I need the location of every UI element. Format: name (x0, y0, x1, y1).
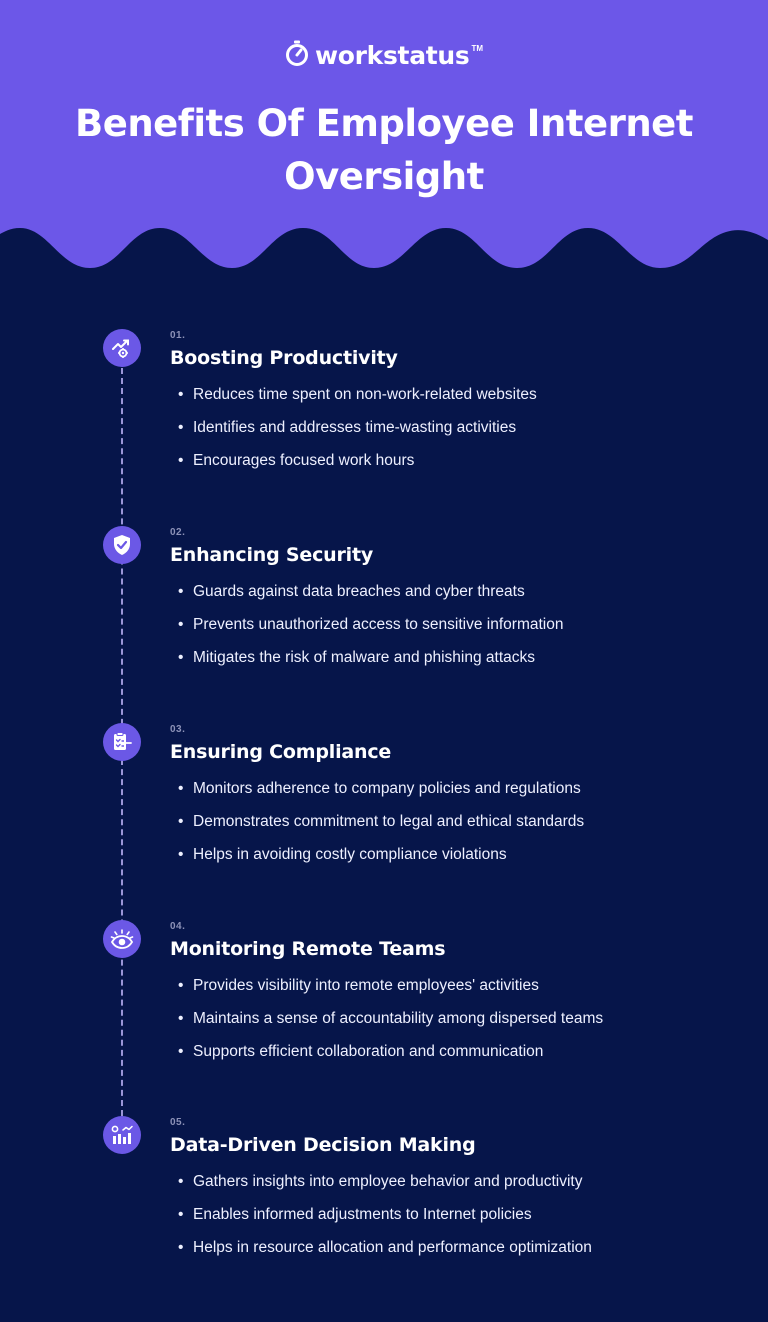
list-item: • Helps in avoiding costly compliance vio… (178, 846, 507, 863)
bullet-text: Provides visibility into remote employee… (193, 977, 539, 994)
shield-check-icon (103, 526, 141, 564)
list-item: • Gathers insights into employee behavior… (178, 1173, 583, 1190)
bullet-text: Identifies and addresses time-wasting ac… (193, 419, 517, 436)
analytics-chart-icon (103, 1116, 141, 1154)
bullet-text: Gathers insights into employee behavior … (193, 1173, 583, 1190)
item-number: 04. (170, 921, 186, 932)
bullet-text: Demonstrates commitment to legal and eth… (193, 813, 585, 830)
bullet-text: Maintains a sense of accountability amon… (193, 1010, 604, 1027)
compliance-clipboard-icon (103, 723, 141, 761)
productivity-growth-icon (103, 329, 141, 367)
page-title: Benefits Of Employee Internet Oversight (0, 97, 768, 203)
list-item: • Reduces time spent on non-work-related … (178, 386, 537, 403)
list-item: • Guards against data breaches and cyber … (178, 583, 525, 600)
item-heading: Data-Driven Decision Making (170, 1134, 476, 1156)
bullet-text: Reduces time spent on non-work-related w… (193, 386, 537, 403)
bullet-list: • Provides visibility into remote employe… (178, 976, 603, 1075)
bullet-list: • Guards against data breaches and cyber … (178, 582, 563, 681)
list-item: • Mitigates the risk of malware and phish… (178, 649, 536, 666)
item-heading: Boosting Productivity (170, 347, 398, 369)
stopwatch-icon (285, 40, 309, 71)
bullet-text: Helps in avoiding costly compliance viol… (193, 846, 507, 863)
list-item: • Provides visibility into remote employe… (178, 977, 539, 994)
bullet-text: Helps in resource allocation and perform… (193, 1239, 592, 1256)
list-item: • Monitors adherence to company policies … (178, 780, 581, 797)
bullet-list: • Monitors adherence to company policies … (178, 779, 584, 878)
bullet-text: Mitigates the risk of malware and phishi… (193, 649, 536, 666)
item-number: 03. (170, 724, 186, 735)
workstatus-logo: workstatus TM (0, 40, 768, 71)
list-item: • Helps in resource allocation and perfor… (178, 1239, 592, 1256)
item-heading: Ensuring Compliance (170, 741, 392, 763)
item-heading: Monitoring Remote Teams (170, 938, 446, 960)
list-item: • Demonstrates commitment to legal and et… (178, 813, 585, 830)
list-item: • Encourages focused work hours (178, 452, 415, 469)
item-number: 02. (170, 527, 186, 538)
hero-header: workstatus TM Benefits Of Employee Inter… (0, 0, 768, 280)
hero-wave-background (0, 0, 768, 268)
bullet-text: Supports efficient collaboration and com… (193, 1043, 544, 1060)
trademark: TM (471, 44, 484, 53)
page-title-text: Benefits Of Employee Internet Oversight (75, 102, 693, 198)
bullet-text: Prevents unauthorized access to sensitiv… (193, 616, 564, 633)
list-item: • Supports efficient collaboration and co… (178, 1043, 544, 1060)
list-item: • Prevents unauthorized access to sensiti… (178, 616, 564, 633)
bullet-text: Guards against data breaches and cyber t… (193, 583, 525, 600)
brand-name: workstatus (314, 41, 470, 70)
bullet-list: • Gathers insights into employee behavior… (178, 1172, 592, 1271)
item-number: 05. (170, 1117, 186, 1128)
bullet-list: • Reduces time spent on non-work-related … (178, 385, 537, 484)
bullet-text: Monitors adherence to company policies a… (193, 780, 581, 797)
bullet-text: Enables informed adjustments to Internet… (193, 1206, 532, 1223)
bullet-text: Encourages focused work hours (193, 452, 415, 469)
list-item: • Maintains a sense of accountability amo… (178, 1010, 604, 1027)
list-item: • Enables informed adjustments to Interne… (178, 1206, 532, 1223)
item-heading: Enhancing Security (170, 544, 374, 566)
eye-monitor-icon (103, 920, 141, 958)
list-item: • Identifies and addresses time-wasting a… (178, 419, 517, 436)
item-number: 01. (170, 330, 186, 341)
